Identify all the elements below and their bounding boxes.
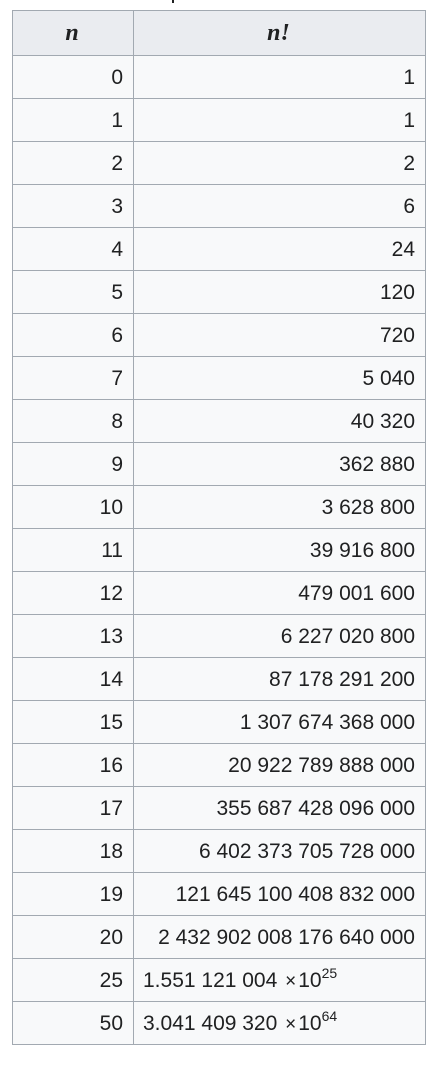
n-cell: 25 <box>12 958 134 1002</box>
table-row: 50 3.041 409 320 ×1064 <box>12 1001 426 1045</box>
factorial-cell: 6 402 373 705 728 000 <box>133 829 426 873</box>
table-row: 9 362 880 <box>12 442 426 486</box>
table-row: 25 1.551 121 004 ×1025 <box>12 958 426 1002</box>
n-cell: 4 <box>12 227 134 271</box>
factorial-cell: 1 <box>133 98 426 142</box>
power-base: 10 <box>298 968 322 992</box>
factorial-cell-scientific: 1.551 121 004 ×1025 <box>133 958 426 1002</box>
factorial-cell: 720 <box>133 313 426 357</box>
column-header-n[interactable]: n <box>12 10 134 56</box>
factorial-cell: 3 628 800 <box>133 485 426 529</box>
factorial-cell: 1 <box>133 55 426 99</box>
factorial-cell: 121 645 100 408 832 000 <box>133 872 426 916</box>
factorial-cell: 2 <box>133 141 426 185</box>
table-row: 14 87 178 291 200 <box>12 657 426 701</box>
factorial-cell: 362 880 <box>133 442 426 486</box>
table-row: 7 5 040 <box>12 356 426 400</box>
mantissa: 1.551 121 004 <box>143 968 278 992</box>
factorial-cell: 5 040 <box>133 356 426 400</box>
table-row: 3 6 <box>12 184 426 228</box>
table-row: 10 3 628 800 <box>12 485 426 529</box>
n-cell: 5 <box>12 270 134 314</box>
factorial-cell: 1 307 674 368 000 <box>133 700 426 744</box>
n-cell: 10 <box>12 485 134 529</box>
table-row: 19 121 645 100 408 832 000 <box>12 872 426 916</box>
n-cell: 15 <box>12 700 134 744</box>
table-row: 8 40 320 <box>12 399 426 443</box>
n-cell: 11 <box>12 528 134 572</box>
n-cell: 16 <box>12 743 134 787</box>
n-cell: 20 <box>12 915 134 959</box>
factorial-cell: 355 687 428 096 000 <box>133 786 426 830</box>
n-cell: 8 <box>12 399 134 443</box>
table-row: 5 120 <box>12 270 426 314</box>
n-cell: 17 <box>12 786 134 830</box>
times-sign: × <box>285 1013 297 1035</box>
table-row: 18 6 402 373 705 728 000 <box>12 829 426 873</box>
table-row: 20 2 432 902 008 176 640 000 <box>12 915 426 959</box>
n-cell: 19 <box>12 872 134 916</box>
factorial-cell-scientific: 3.041 409 320 ×1064 <box>133 1001 426 1045</box>
power-exponent: 64 <box>321 1007 338 1024</box>
n-cell: 13 <box>12 614 134 658</box>
table-row: 4 24 <box>12 227 426 271</box>
factorial-cell: 6 <box>133 184 426 228</box>
times-sign: × <box>285 970 297 992</box>
table-row: 15 1 307 674 368 000 <box>12 700 426 744</box>
mantissa: 3.041 409 320 <box>143 1011 278 1035</box>
table-row: 13 6 227 020 800 <box>12 614 426 658</box>
top-edge-mark <box>172 0 174 3</box>
table-row: 12 479 001 600 <box>12 571 426 615</box>
power-exponent: 25 <box>321 964 338 981</box>
n-cell: 9 <box>12 442 134 486</box>
table-row: 11 39 916 800 <box>12 528 426 572</box>
n-cell: 7 <box>12 356 134 400</box>
factorial-cell: 479 001 600 <box>133 571 426 615</box>
factorial-cell: 6 227 020 800 <box>133 614 426 658</box>
n-cell: 14 <box>12 657 134 701</box>
n-cell: 18 <box>12 829 134 873</box>
n-cell: 2 <box>12 141 134 185</box>
power-base: 10 <box>298 1011 322 1035</box>
n-cell: 6 <box>12 313 134 357</box>
n-cell: 50 <box>12 1001 134 1045</box>
factorial-cell: 20 922 789 888 000 <box>133 743 426 787</box>
table-row: 17 355 687 428 096 000 <box>12 786 426 830</box>
factorial-cell: 87 178 291 200 <box>133 657 426 701</box>
table-row: 0 1 <box>12 55 426 99</box>
n-cell: 3 <box>12 184 134 228</box>
factorial-cell: 39 916 800 <box>133 528 426 572</box>
n-cell: 1 <box>12 98 134 142</box>
factorial-table: n n! 0 1 1 1 2 2 3 6 4 24 <box>12 10 426 1045</box>
column-header-factorial[interactable]: n! <box>133 10 426 56</box>
table-row: 16 20 922 789 888 000 <box>12 743 426 787</box>
table-row: 1 1 <box>12 98 426 142</box>
factorial-cell: 120 <box>133 270 426 314</box>
factorial-cell: 24 <box>133 227 426 271</box>
n-cell: 12 <box>12 571 134 615</box>
factorial-table-container: n n! 0 1 1 1 2 2 3 6 4 24 <box>12 10 426 1045</box>
table-row: 2 2 <box>12 141 426 185</box>
factorial-cell: 40 320 <box>133 399 426 443</box>
table-header-row: n n! <box>12 10 426 56</box>
factorial-cell: 2 432 902 008 176 640 000 <box>133 915 426 959</box>
n-cell: 0 <box>12 55 134 99</box>
table-row: 6 720 <box>12 313 426 357</box>
